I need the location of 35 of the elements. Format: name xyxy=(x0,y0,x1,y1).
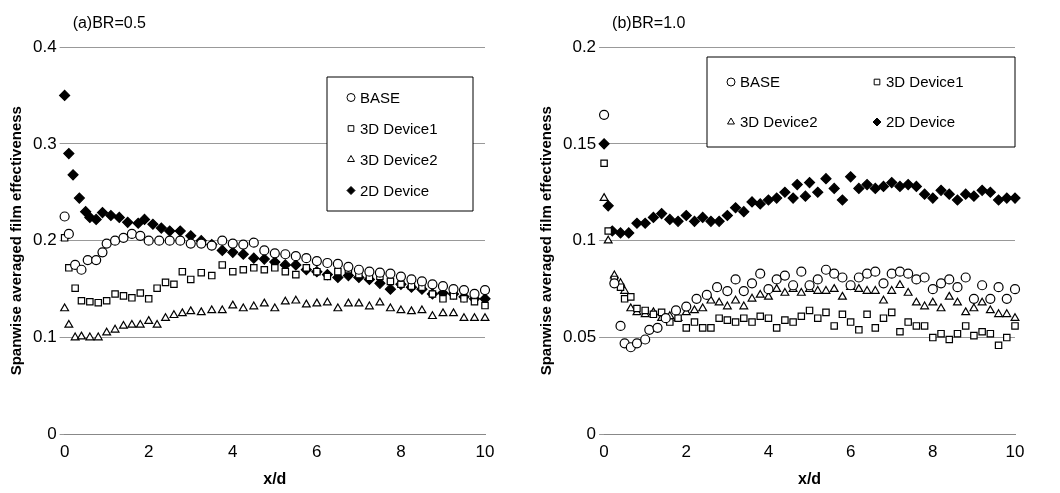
y-tick-label: 0.2 xyxy=(32,230,57,250)
legend-label: 3D Device1 xyxy=(360,119,438,137)
x-tick-label: 6 xyxy=(845,442,856,462)
y-tick-label: 0.1 xyxy=(32,327,57,347)
x-axis-title: x/d xyxy=(263,469,287,487)
y-tick-label: 0.4 xyxy=(32,36,57,56)
y-tick-label: 0.2 xyxy=(572,36,597,56)
legend-label: 3D Device2 xyxy=(740,113,818,131)
y-tick-label: 0.3 xyxy=(32,133,57,153)
x-tick-label: 2 xyxy=(143,442,154,462)
legend-label: 3D Device2 xyxy=(360,150,438,168)
y-tick-label: 0.15 xyxy=(562,133,597,153)
legend-label: BASE xyxy=(740,73,781,91)
legend-label: 2D Device xyxy=(886,113,956,131)
y-tick-label: 0 xyxy=(47,424,57,444)
y-tick-label: 0.1 xyxy=(572,230,597,250)
chart-title: (a)BR=0.5 xyxy=(72,14,147,32)
legend-label: 3D Device1 xyxy=(886,73,964,91)
x-tick-label: 4 xyxy=(763,442,774,462)
x-tick-label: 10 xyxy=(475,442,495,462)
x-axis-title: x/d xyxy=(797,469,822,487)
x-tick-label: 4 xyxy=(228,442,238,462)
y-axis-title: Spanwise averaged film effectiveness xyxy=(537,106,555,376)
y-tick-label: 0.05 xyxy=(562,327,597,347)
y-tick-label: 0 xyxy=(586,424,597,444)
x-tick-label: 2 xyxy=(681,442,691,462)
chart-title: (b)BR=1.0 xyxy=(612,14,686,32)
x-tick-label: 8 xyxy=(396,442,406,462)
x-tick-label: 0 xyxy=(59,442,70,462)
x-tick-label: 10 xyxy=(1005,442,1025,462)
x-tick-label: 8 xyxy=(928,442,938,462)
legend-label: BASE xyxy=(360,88,401,106)
y-axis-title: Spanwise averaged film effectiveness xyxy=(7,106,25,376)
x-tick-label: 6 xyxy=(312,442,322,462)
legend-label: 2D Device xyxy=(360,181,430,199)
